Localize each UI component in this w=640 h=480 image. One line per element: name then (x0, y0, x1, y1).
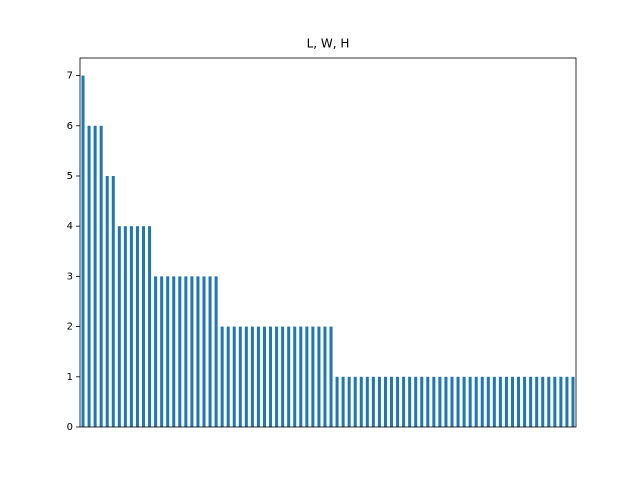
bar (474, 376, 478, 427)
bar (111, 175, 115, 427)
bar (523, 376, 527, 427)
bar (250, 326, 254, 427)
chart-title: L, W, H (307, 37, 350, 51)
bar (196, 276, 200, 427)
bar (93, 125, 97, 427)
bar (559, 376, 563, 427)
bar (256, 326, 260, 427)
bar (510, 376, 514, 427)
bar (444, 376, 448, 427)
bar (293, 326, 297, 427)
bar (504, 376, 508, 427)
bar (281, 326, 285, 427)
y-tick-label: 4 (67, 221, 73, 232)
plot-frame (79, 57, 577, 428)
bar (450, 376, 454, 427)
bar (426, 376, 430, 427)
bar (492, 376, 496, 427)
bar (341, 376, 345, 427)
bar (81, 75, 85, 428)
bar (390, 376, 394, 427)
bar (232, 326, 236, 427)
bar (184, 276, 188, 427)
bar (347, 376, 351, 427)
bar (486, 376, 490, 427)
bar (160, 276, 164, 427)
y-tick-label: 2 (67, 322, 73, 333)
bar (105, 175, 109, 427)
bar (553, 376, 557, 427)
bar (202, 276, 206, 427)
y-tick-label: 1 (67, 372, 73, 383)
bar (541, 376, 545, 427)
bar (99, 125, 103, 427)
bar (335, 376, 339, 427)
bar (498, 376, 502, 427)
bar (462, 376, 466, 427)
bar (571, 376, 575, 427)
bar (148, 226, 152, 427)
bar (402, 376, 406, 427)
bar (287, 326, 291, 427)
bar (172, 276, 176, 427)
bar (396, 376, 400, 427)
bar (420, 376, 424, 427)
bar (353, 376, 357, 427)
bar (359, 376, 363, 427)
bar (311, 326, 315, 427)
y-tick-label: 3 (67, 271, 73, 282)
bar (323, 326, 327, 427)
bar (226, 326, 230, 427)
bar (468, 376, 472, 427)
bar (305, 326, 309, 427)
bar (135, 226, 139, 427)
bar (438, 376, 442, 427)
bar (129, 226, 133, 427)
bar (565, 376, 569, 427)
bar (190, 276, 194, 427)
bar (480, 376, 484, 427)
bar (275, 326, 279, 427)
bar (142, 226, 146, 427)
bar (547, 376, 551, 427)
bar (220, 326, 224, 427)
y-tick-label: 0 (67, 422, 73, 433)
bar (377, 376, 381, 427)
y-tick-label: 6 (67, 121, 73, 132)
bar (299, 326, 303, 427)
bar (414, 376, 418, 427)
bar (178, 276, 182, 427)
bar (244, 326, 248, 427)
bar (238, 326, 242, 427)
bar (269, 326, 273, 427)
bar (123, 226, 127, 427)
bar (432, 376, 436, 427)
bar (329, 326, 333, 427)
bar (456, 376, 460, 427)
bar (87, 125, 91, 427)
bar (317, 326, 321, 427)
bar (166, 276, 170, 427)
bar (383, 376, 387, 427)
bar (214, 276, 218, 427)
bar (208, 276, 212, 427)
y-tick-label: 5 (67, 171, 73, 182)
bar (154, 276, 158, 427)
bar (371, 376, 375, 427)
bar (262, 326, 266, 427)
bar (535, 376, 539, 427)
bar (365, 376, 369, 427)
bar (517, 376, 521, 427)
y-tick-label: 7 (67, 71, 73, 82)
bar (408, 376, 412, 427)
bar (529, 376, 533, 427)
bar (117, 226, 121, 427)
